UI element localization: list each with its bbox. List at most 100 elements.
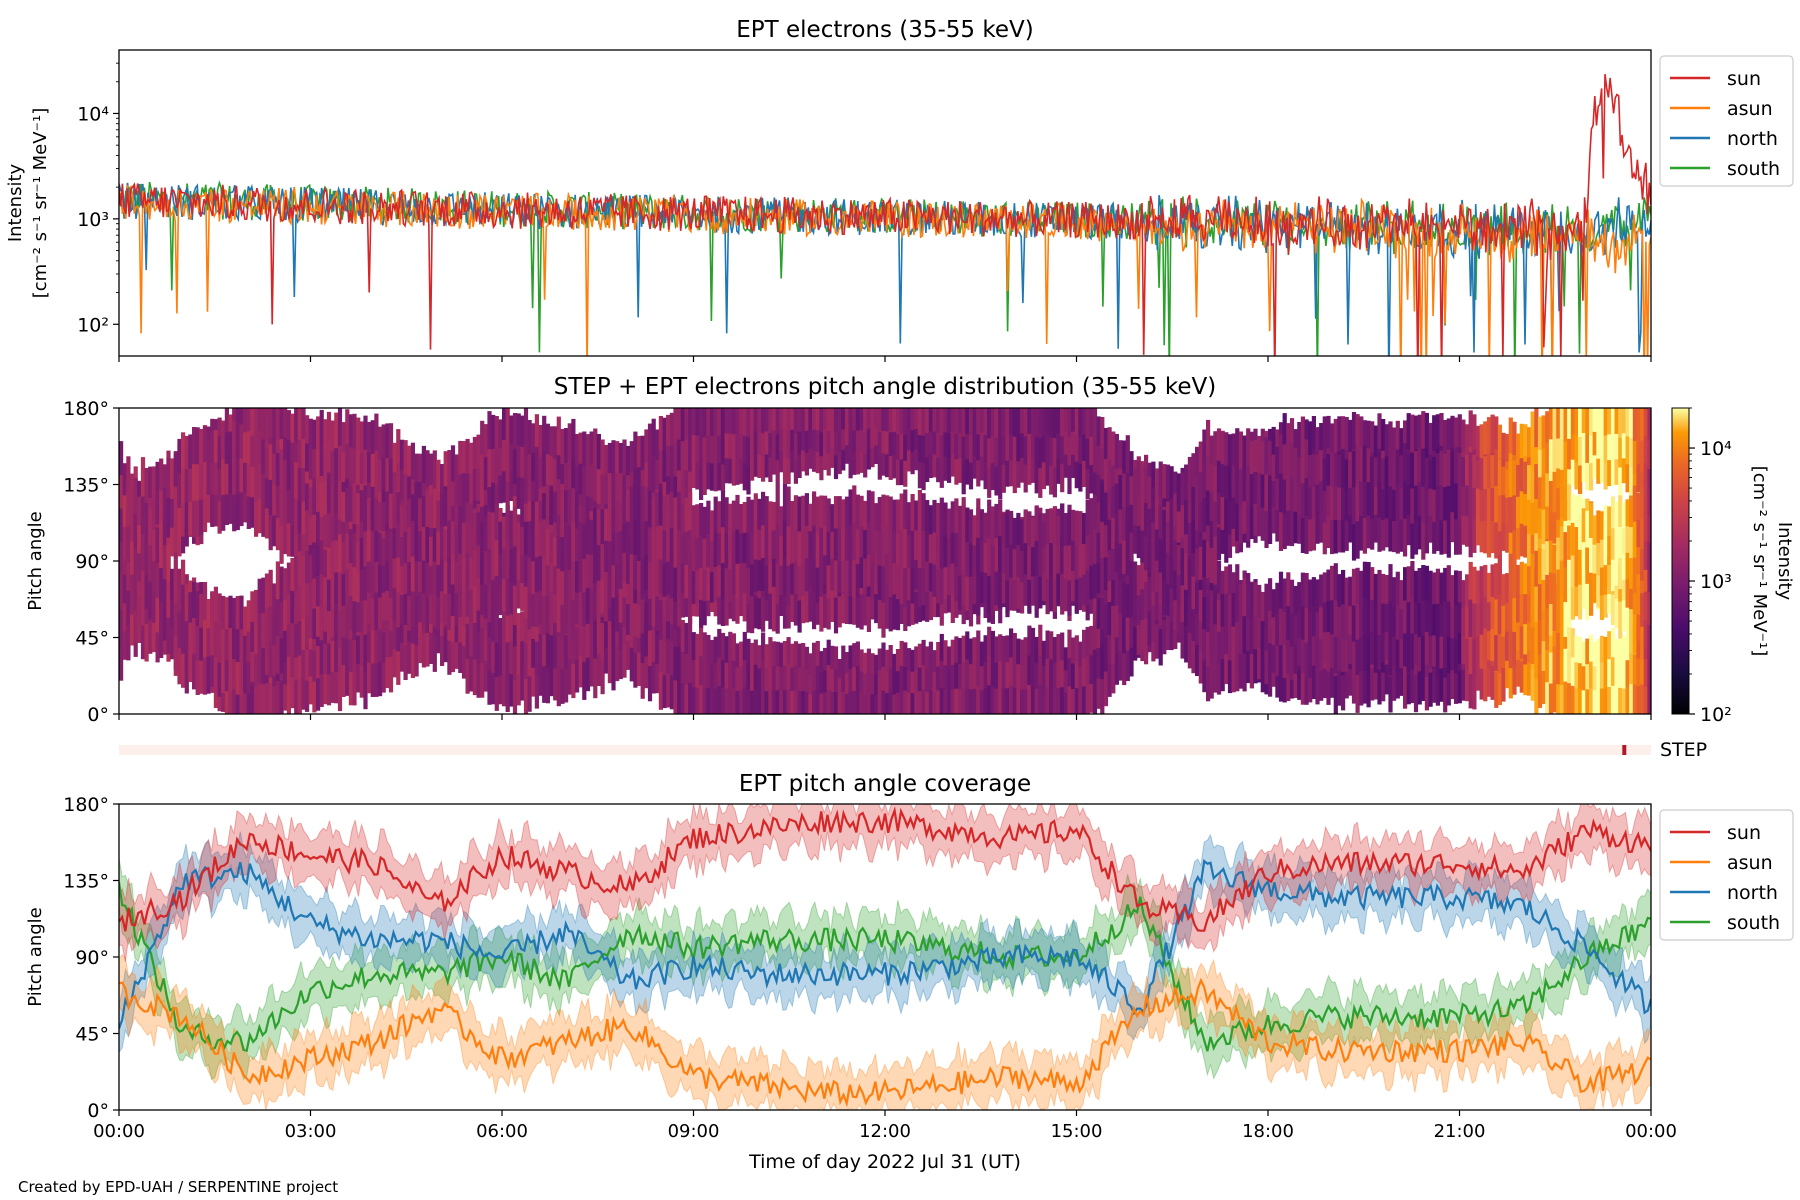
- heatmap-cell: [1384, 575, 1389, 604]
- heatmap-cell: [823, 593, 828, 628]
- heatmap-cell: [527, 521, 532, 558]
- heatmap-cell: [859, 670, 864, 693]
- heatmap-cell: [312, 681, 317, 713]
- heatmap-cell: [520, 477, 525, 509]
- heatmap-cell: [1570, 628, 1575, 658]
- heatmap-cell: [556, 416, 561, 456]
- heatmap-cell: [1235, 503, 1240, 542]
- heatmap-cell: [144, 538, 149, 575]
- heatmap-cell: [378, 502, 383, 531]
- heatmap-cell: [1063, 647, 1068, 670]
- heatmap-cell: [1490, 520, 1495, 554]
- heatmap-cell: [1403, 600, 1408, 634]
- heatmap-cell: [936, 503, 941, 537]
- heatmap-cell: [786, 486, 791, 527]
- heatmap-cell: [1045, 686, 1050, 714]
- heatmap-cell: [826, 498, 831, 533]
- heatmap-cell: [381, 592, 386, 620]
- heatmap-cell: [618, 530, 623, 561]
- heatmap-cell: [206, 466, 211, 495]
- heatmap-cell: [1322, 572, 1327, 603]
- heatmap-cell: [582, 431, 587, 467]
- heatmap-cell: [925, 432, 930, 458]
- heatmap-cell: [885, 595, 890, 629]
- heatmap-cell: [1253, 581, 1258, 616]
- heatmap-cell: [1016, 638, 1021, 665]
- heatmap-cell: [392, 648, 397, 678]
- heatmap-cell: [1326, 569, 1331, 601]
- heatmap-cell: [388, 621, 394, 658]
- heatmap-cell: [1308, 612, 1313, 646]
- heatmap-cell: [852, 452, 857, 475]
- heatmap-cell: [739, 433, 744, 459]
- heatmap-cell: [797, 599, 802, 633]
- heatmap-cell: [283, 568, 288, 600]
- heatmap-cell: [768, 408, 773, 433]
- heatmap-cell: [921, 639, 926, 666]
- heatmap-cell: [542, 557, 547, 597]
- heatmap-cell: [1344, 639, 1349, 672]
- heatmap-cell: [702, 436, 707, 467]
- heatmap-cell: [1100, 678, 1105, 714]
- heatmap-cell: [1545, 574, 1550, 609]
- heatmap-cell: [1370, 631, 1375, 665]
- heatmap-cell: [947, 537, 952, 567]
- heatmap-cell: [768, 432, 773, 458]
- heatmap-cell: [1103, 428, 1109, 459]
- heatmap-cell: [1023, 436, 1028, 465]
- heatmap-cell: [607, 442, 612, 474]
- heatmap-cell: [545, 497, 550, 529]
- heatmap-cell: [454, 641, 459, 669]
- heatmap-cell: [1271, 426, 1276, 457]
- heatmap-cell: [545, 632, 550, 669]
- heatmap-cell: [1235, 428, 1240, 467]
- heatmap-cell: [1012, 464, 1017, 494]
- heatmap-cell: [454, 615, 459, 643]
- heatmap-cell: [1475, 459, 1481, 489]
- heatmap-cell: [268, 682, 273, 714]
- heatmap-cell: [458, 553, 463, 586]
- heatmap-cell: [520, 415, 525, 447]
- heatmap-cell: [1527, 594, 1532, 623]
- heatmap-cell: [731, 660, 736, 688]
- heatmap-cell: [757, 529, 762, 561]
- heatmap-cell: [301, 555, 306, 588]
- heatmap-cell: [1618, 467, 1623, 497]
- heatmap-cell: [582, 592, 587, 627]
- heatmap-cell: [1614, 458, 1619, 485]
- heatmap-cell: [1129, 586, 1134, 618]
- heatmap-cell: [958, 432, 963, 459]
- heatmap-cell: [312, 650, 317, 682]
- heatmap-cell: [1472, 639, 1477, 676]
- heatmap-cell: [848, 691, 853, 714]
- heatmap-cell: [943, 640, 948, 666]
- heatmap-cell: [1096, 617, 1101, 648]
- heatmap-cell: [429, 565, 434, 596]
- heatmap-cell: [855, 451, 860, 475]
- heatmap-cell: [1610, 433, 1616, 460]
- heatmap-cell: [1351, 523, 1357, 561]
- heatmap-cell: [571, 663, 576, 699]
- heatmap-cell: [1005, 514, 1010, 548]
- heatmap-cell: [370, 629, 375, 664]
- heatmap-cell: [848, 408, 853, 432]
- heatmap-cell: [906, 450, 912, 472]
- heatmap-cell: [1242, 468, 1247, 502]
- heatmap-cell: [1384, 631, 1389, 661]
- heatmap-cell: [1023, 542, 1028, 575]
- heatmap-cell: [1052, 544, 1057, 579]
- heatmap-cell: [888, 597, 893, 632]
- heatmap-cell: [337, 408, 343, 446]
- heatmap-cell: [356, 601, 361, 633]
- heatmap-cell: [556, 514, 561, 551]
- heatmap-cell: [1293, 585, 1298, 616]
- heatmap-cell: [1009, 577, 1014, 611]
- heatmap-cell: [286, 562, 291, 594]
- heatmap-cell: [1060, 435, 1065, 465]
- heatmap-cell: [162, 464, 167, 495]
- heatmap-cell: [385, 590, 390, 621]
- heatmap-cell: [458, 505, 463, 537]
- heatmap-cell: [491, 545, 496, 580]
- heatmap-cell: [440, 526, 445, 560]
- heatmap-cell: [553, 492, 558, 523]
